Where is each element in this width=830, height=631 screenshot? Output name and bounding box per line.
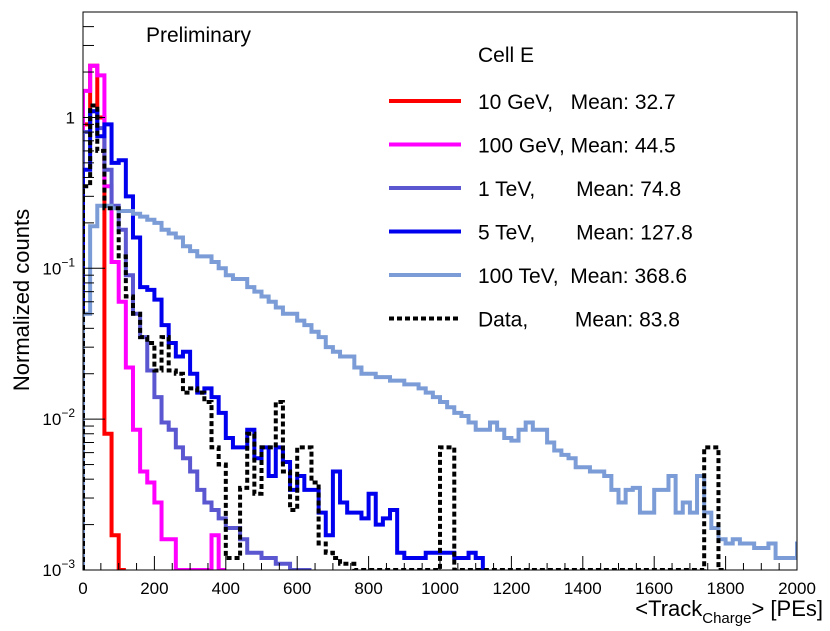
x-tick-label: 1400 [564,579,602,598]
series-line-4 [83,203,797,570]
x-tick-label: 1600 [635,579,673,598]
series-line-5 [83,103,726,570]
series-line-3 [83,109,485,570]
y-tick-exp: −3 [61,557,75,571]
legend-title: Cell E [478,44,534,67]
x-tick-label: 2000 [778,579,816,598]
x-tick-label: 1000 [421,579,459,598]
legend-entry-1: 100 GeV, Mean: 44.5 [478,135,676,158]
y-tick-label: 1 [66,108,75,127]
y-tick-label: 10−3 [42,557,75,580]
legend-entry-3: 5 TeV, Mean: 127.8 [478,222,693,245]
x-tick-label: 1200 [492,579,530,598]
preliminary-label: Preliminary [146,24,252,47]
series-line-2 [83,109,312,570]
axis-layer: 0 200 400 600 800 1000 1200 1400 1600 1800 200010−… [42,11,816,598]
legend-entry-4: 100 TeV, Mean: 368.6 [478,265,687,288]
x-tick-label: 0 [78,579,87,598]
legend-entry-2: 1 TeV, Mean: 74.8 [478,178,681,201]
x-axis-label-tail: > [PEs] [751,596,823,621]
y-tick-base: 10 [42,410,61,429]
y-tick-base: 10 [42,561,61,580]
y-axis-label: Normalized counts [9,209,34,391]
y-tick-label: 10−1 [42,255,75,278]
legend-entry-0: 10 GeV, Mean: 32.7 [478,91,676,114]
y-tick-label: 10−2 [42,406,75,429]
y-tick-base: 1 [66,108,75,127]
x-tick-label: 600 [283,579,311,598]
series-line-1 [83,63,226,570]
y-tick-exp: −2 [61,406,75,420]
x-axis-label-sub: Charge [702,610,751,627]
x-tick-label: 800 [354,579,382,598]
x-tick-label: 200 [140,579,168,598]
legend-entry-5: Data, Mean: 83.8 [478,309,680,332]
y-tick-exp: −1 [61,255,75,269]
x-axis-label-main: <Track [635,596,703,621]
y-tick-base: 10 [42,259,61,278]
x-tick-label: 1800 [707,579,745,598]
x-tick-label: 400 [212,579,240,598]
legend: 10 GeV, Mean: 32.7 100 GeV, Mean: 44.5 1 T… [389,91,693,332]
x-axis-label: <TrackCharge> [PEs] [635,596,823,627]
